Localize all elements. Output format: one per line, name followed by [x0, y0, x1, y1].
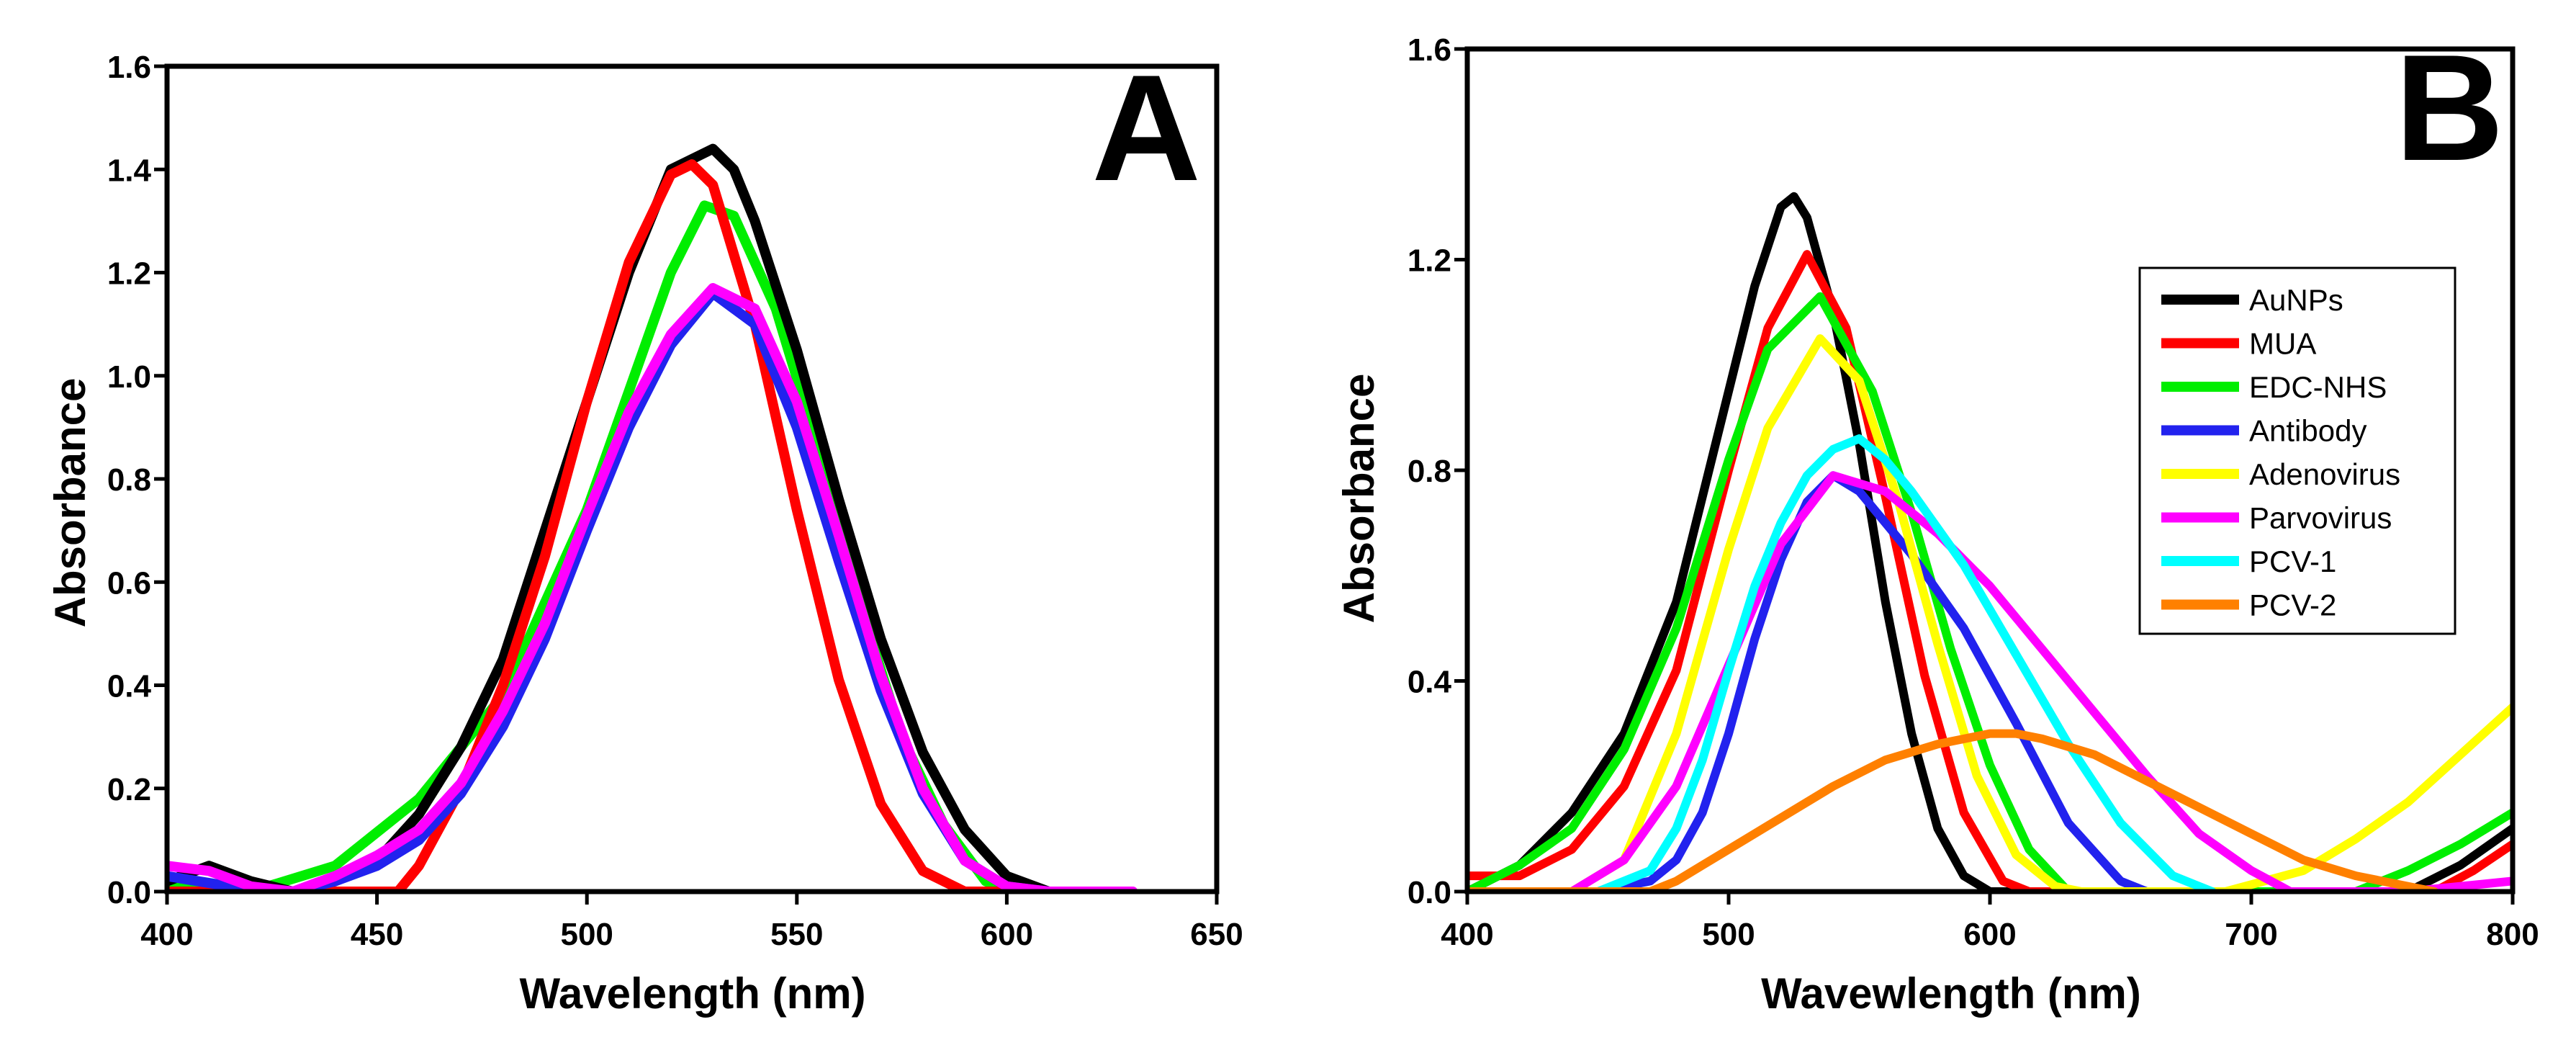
chart-panel-b: Absorbance Wavewlength (nm) 400 500 600 700…: [1335, 23, 2539, 1018]
y-tick-label: 0.8: [1408, 454, 1451, 489]
series-line-magenta: [167, 283, 1138, 892]
legend-label: PCV-2: [2249, 588, 2336, 622]
legend: AuNPs MUA EDC-NHS Antibody Adenovirus Parvovi…: [2138, 266, 2456, 635]
y-tick-label: 0.0: [107, 875, 151, 910]
panel-label: B: [2395, 23, 2504, 192]
y-axis-title: Absorbance: [46, 378, 94, 628]
x-tick-label: 500: [560, 917, 613, 952]
plot-area: [1467, 192, 2513, 892]
legend-label: MUA: [2249, 327, 2316, 361]
x-tick-label: 500: [1702, 917, 1755, 952]
x-tick-label: 400: [1441, 917, 1493, 952]
x-tick-label: 600: [1963, 917, 2016, 952]
legend-box: [2138, 266, 2456, 635]
panel-label: A: [1091, 43, 1201, 212]
y-axis-title: Absorbance: [1335, 374, 1383, 624]
chart-panel-a: Absorbance Wavelength (nm) 400 450 500 550 6…: [46, 43, 1243, 1018]
y-tick-label: 0.2: [107, 772, 151, 807]
y-tick-label: 1.4: [107, 153, 152, 188]
y-tick-label: 1.6: [1408, 32, 1451, 68]
x-tick-label: 450: [351, 917, 403, 952]
y-tick-label: 0.8: [107, 462, 151, 498]
y-tick-label: 0.4: [107, 669, 152, 704]
y-tick-label: 1.2: [107, 256, 151, 292]
legend-label: AuNPs: [2249, 283, 2343, 317]
legend-label: Antibody: [2249, 414, 2366, 448]
x-tick-label: 650: [1190, 917, 1243, 952]
x-tick-label: 600: [981, 917, 1033, 952]
x-tick-label: 400: [140, 917, 193, 952]
legend-label: EDC-NHS: [2249, 370, 2387, 404]
series-line-red: [167, 159, 1054, 892]
series-line-aunps: [1467, 192, 2513, 892]
y-tick-label: 0.6: [107, 565, 151, 601]
plot-area: [167, 143, 1138, 892]
y-tick-label: 0.4: [1408, 665, 1452, 700]
x-tick-label: 550: [770, 917, 823, 952]
x-axis-title: Wavelength (nm): [519, 969, 865, 1018]
legend-label: Parvovirus: [2249, 501, 2392, 535]
x-tick-label: 700: [2225, 917, 2277, 952]
x-axis-title: Wavewlength (nm): [1761, 969, 2141, 1018]
y-tick-label: 1.6: [107, 50, 151, 85]
series-line-pcv-2: [1467, 729, 2439, 892]
y-tick-label: 0.0: [1408, 875, 1451, 910]
legend-label: PCV-1: [2249, 544, 2336, 578]
y-tick-label: 1.2: [1408, 243, 1451, 279]
y-tick-label: 1.0: [107, 359, 151, 395]
series-line-adenovirus: [1467, 334, 2513, 892]
legend-label: Adenovirus: [2249, 457, 2400, 491]
x-tick-label: 800: [2486, 917, 2539, 952]
